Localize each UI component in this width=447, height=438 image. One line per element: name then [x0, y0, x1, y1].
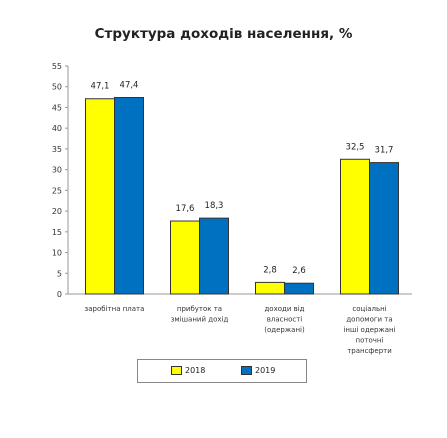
y-tick-label: 10 — [52, 249, 62, 258]
category-label: соціальні — [352, 305, 386, 313]
data-label-2018: 17,6 — [176, 204, 195, 214]
data-label-2018: 2,8 — [263, 265, 277, 275]
category-label: прибуток та — [177, 305, 222, 313]
y-tick-label: 50 — [52, 83, 62, 92]
category-label: поточні — [356, 337, 384, 345]
category-label: трансферти — [347, 347, 392, 355]
legend-item-2019: 2019 — [241, 366, 275, 375]
bar-2019 — [369, 162, 399, 295]
category-label: власності — [267, 316, 303, 324]
data-label-2019: 47,4 — [120, 81, 139, 91]
category-label: заробітна плата — [85, 305, 145, 313]
legend-label-2019: 2019 — [255, 366, 276, 375]
bar-2019 — [199, 217, 229, 295]
y-tick-label: 20 — [52, 207, 62, 216]
chart-title: Структура доходів населення, % — [94, 26, 353, 42]
category-label: допомоги та — [346, 316, 392, 324]
bar-2018 — [340, 158, 370, 295]
y-tick-label: 45 — [52, 103, 62, 112]
y-tick-label: 0 — [57, 290, 62, 299]
bar-2018 — [170, 220, 200, 295]
bar-2018 — [85, 98, 115, 295]
legend-swatch-2019 — [241, 366, 252, 375]
bar-2019 — [284, 282, 314, 295]
legend: 2018 2019 — [137, 359, 307, 383]
data-label-2018: 47,1 — [91, 82, 110, 92]
data-label-2019: 2,6 — [292, 266, 306, 276]
category-label: (одержані) — [264, 326, 305, 334]
y-tick-label: 35 — [52, 145, 62, 154]
category-label: доходи від — [264, 305, 304, 313]
data-label-2018: 32,5 — [346, 142, 365, 152]
bar-2018 — [255, 281, 285, 295]
category-label: інші одержані — [343, 326, 395, 334]
data-label-2019: 31,7 — [375, 146, 394, 156]
legend-swatch-2018 — [171, 366, 182, 375]
legend-label-2018: 2018 — [185, 366, 206, 375]
data-label-2019: 18,3 — [205, 201, 224, 211]
y-tick-label: 40 — [52, 124, 62, 133]
y-tick-label: 25 — [52, 186, 62, 195]
y-tick-label: 55 — [52, 62, 62, 71]
y-tick-label: 15 — [52, 228, 62, 237]
legend-item-2018: 2018 — [171, 366, 205, 375]
y-tick-label: 30 — [52, 166, 62, 175]
y-tick-label: 5 — [57, 269, 62, 278]
category-label: змішаний дохід — [171, 316, 229, 324]
bar-2019 — [114, 97, 144, 295]
